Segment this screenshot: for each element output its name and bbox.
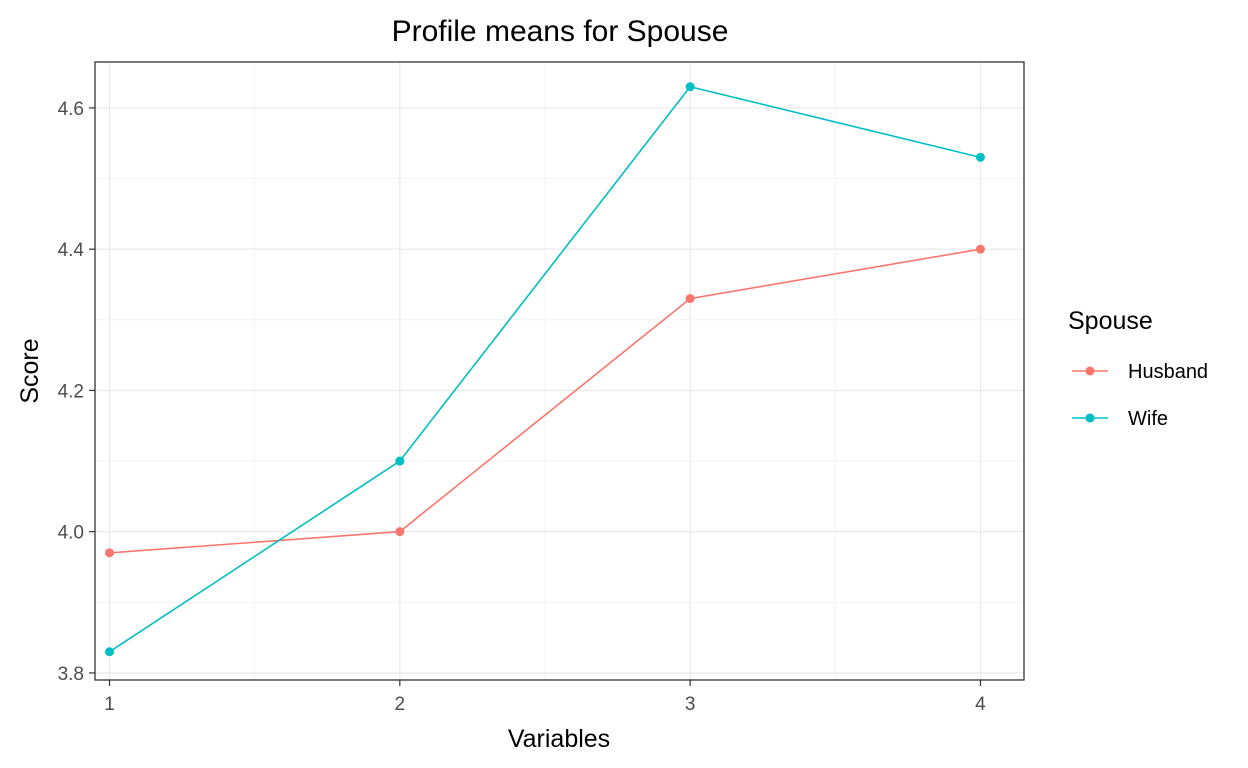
chart-title: Profile means for Spouse [392, 15, 729, 48]
x-tick-label: 4 [975, 694, 986, 715]
series-line-husband [109, 248, 981, 554]
legend-label-wife: Wife [1128, 408, 1168, 430]
y-tick-label: 4.6 [58, 99, 84, 120]
legend-key-point-husband [1085, 366, 1095, 376]
x-tick-label: 3 [685, 694, 696, 715]
data-point-husband [105, 548, 115, 558]
grid-minor-lines [95, 62, 1024, 680]
data-point-wife [685, 82, 695, 92]
data-point-wife [395, 456, 405, 466]
legend-key-point-wife [1085, 413, 1095, 423]
data-point-husband [685, 294, 695, 304]
x-tick-label: 1 [104, 694, 115, 715]
x-axis-tick-labels: 1 2 3 4 [104, 694, 986, 715]
y-axis-tick-labels: 3.8 4.0 4.2 4.4 4.6 [58, 99, 85, 685]
legend-items: Husband Wife [1072, 361, 1208, 430]
y-tick-label: 4.4 [58, 240, 85, 261]
data-point-husband [975, 244, 985, 254]
x-axis-title: Variables [508, 725, 610, 753]
x-tick-label: 2 [395, 694, 406, 715]
y-tick-label: 4.0 [58, 523, 84, 544]
legend-label-husband: Husband [1128, 361, 1208, 383]
y-tick-label: 3.8 [58, 664, 84, 685]
data-point-wife [975, 152, 985, 162]
data-point-wife [105, 647, 115, 657]
plot-panel [95, 62, 1024, 680]
series-line-wife [109, 85, 981, 653]
axis-ticks [89, 107, 982, 686]
y-tick-label: 4.2 [58, 381, 84, 402]
data-point-husband [395, 527, 405, 537]
series-layer [105, 82, 985, 657]
legend: Spouse Husband Wife [1068, 307, 1208, 430]
legend-title: Spouse [1068, 307, 1153, 335]
grid-major-lines [95, 62, 1024, 680]
plot-border [94, 61, 1025, 681]
y-axis-title: Score [16, 338, 44, 403]
